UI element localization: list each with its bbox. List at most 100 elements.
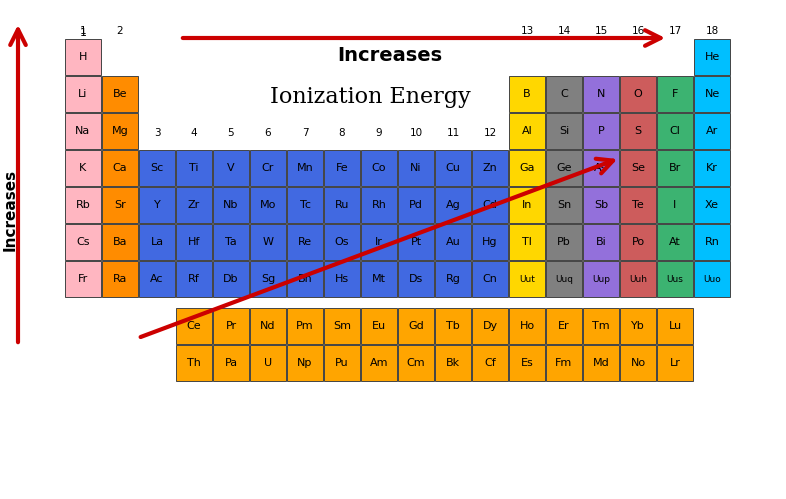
Text: Pm: Pm: [296, 321, 314, 331]
FancyBboxPatch shape: [435, 150, 471, 186]
Text: 3: 3: [154, 128, 160, 138]
Text: B: B: [523, 89, 531, 99]
FancyBboxPatch shape: [361, 308, 397, 344]
Text: Tm: Tm: [592, 321, 610, 331]
Text: 1: 1: [79, 28, 86, 38]
FancyBboxPatch shape: [509, 224, 545, 260]
FancyBboxPatch shape: [694, 224, 730, 260]
FancyBboxPatch shape: [102, 113, 138, 149]
FancyBboxPatch shape: [65, 113, 101, 149]
Text: Hf: Hf: [188, 237, 200, 247]
Text: Ds: Ds: [409, 274, 423, 284]
Text: As: As: [594, 163, 608, 173]
FancyBboxPatch shape: [694, 76, 730, 112]
Text: Br: Br: [669, 163, 681, 173]
FancyBboxPatch shape: [65, 261, 101, 297]
Text: Fm: Fm: [556, 358, 573, 368]
Text: Pa: Pa: [225, 358, 237, 368]
FancyBboxPatch shape: [509, 150, 545, 186]
Text: Os: Os: [335, 237, 349, 247]
Text: Rh: Rh: [372, 200, 387, 210]
Text: Pt: Pt: [410, 237, 421, 247]
FancyBboxPatch shape: [620, 261, 656, 297]
Text: 13: 13: [520, 26, 534, 36]
Text: Uuh: Uuh: [629, 274, 647, 283]
Text: Mg: Mg: [112, 126, 128, 136]
Text: Sm: Sm: [333, 321, 351, 331]
Text: 11: 11: [446, 128, 460, 138]
Text: Cn: Cn: [483, 274, 498, 284]
FancyBboxPatch shape: [509, 308, 545, 344]
Text: 2: 2: [116, 26, 123, 36]
FancyBboxPatch shape: [620, 224, 656, 260]
FancyBboxPatch shape: [250, 224, 286, 260]
FancyBboxPatch shape: [546, 187, 582, 223]
Text: Ir: Ir: [375, 237, 383, 247]
FancyBboxPatch shape: [139, 187, 175, 223]
Text: 17: 17: [668, 26, 681, 36]
FancyBboxPatch shape: [102, 150, 138, 186]
Text: Sn: Sn: [556, 200, 571, 210]
FancyBboxPatch shape: [398, 150, 434, 186]
Text: Te: Te: [632, 200, 644, 210]
FancyBboxPatch shape: [102, 76, 138, 112]
FancyBboxPatch shape: [250, 261, 286, 297]
FancyBboxPatch shape: [472, 187, 508, 223]
Text: La: La: [150, 237, 163, 247]
Text: Li: Li: [79, 89, 88, 99]
Text: O: O: [634, 89, 642, 99]
Text: 4: 4: [191, 128, 197, 138]
FancyBboxPatch shape: [398, 187, 434, 223]
Text: Sb: Sb: [594, 200, 608, 210]
FancyBboxPatch shape: [213, 224, 249, 260]
FancyBboxPatch shape: [509, 261, 545, 297]
Text: Uus: Uus: [667, 274, 684, 283]
Text: Pu: Pu: [335, 358, 349, 368]
FancyBboxPatch shape: [139, 261, 175, 297]
Text: Po: Po: [631, 237, 645, 247]
Text: Increases: Increases: [2, 169, 17, 251]
Text: Mo: Mo: [260, 200, 276, 210]
Text: Tc: Tc: [299, 200, 310, 210]
Text: Fe: Fe: [336, 163, 348, 173]
FancyBboxPatch shape: [213, 261, 249, 297]
FancyBboxPatch shape: [398, 345, 434, 381]
Text: Cs: Cs: [76, 237, 90, 247]
Text: Mn: Mn: [296, 163, 314, 173]
FancyBboxPatch shape: [694, 150, 730, 186]
Text: Ho: Ho: [520, 321, 534, 331]
Text: Np: Np: [297, 358, 313, 368]
FancyBboxPatch shape: [583, 224, 619, 260]
Text: 18: 18: [705, 26, 718, 36]
FancyBboxPatch shape: [213, 308, 249, 344]
FancyBboxPatch shape: [65, 76, 101, 112]
Text: Bi: Bi: [596, 237, 606, 247]
Text: 16: 16: [631, 26, 645, 36]
Text: Es: Es: [520, 358, 534, 368]
FancyBboxPatch shape: [398, 224, 434, 260]
FancyBboxPatch shape: [65, 39, 101, 75]
FancyBboxPatch shape: [361, 187, 397, 223]
FancyBboxPatch shape: [620, 113, 656, 149]
Text: 15: 15: [594, 26, 608, 36]
FancyBboxPatch shape: [250, 187, 286, 223]
Text: Fr: Fr: [78, 274, 88, 284]
FancyBboxPatch shape: [546, 150, 582, 186]
Text: Am: Am: [369, 358, 388, 368]
FancyBboxPatch shape: [472, 261, 508, 297]
FancyBboxPatch shape: [361, 150, 397, 186]
Text: Ac: Ac: [150, 274, 163, 284]
FancyBboxPatch shape: [509, 187, 545, 223]
FancyBboxPatch shape: [213, 187, 249, 223]
Text: Al: Al: [522, 126, 532, 136]
FancyBboxPatch shape: [250, 308, 286, 344]
Text: Nb: Nb: [223, 200, 239, 210]
Text: 10: 10: [410, 128, 423, 138]
Text: Mt: Mt: [372, 274, 386, 284]
Text: Uut: Uut: [519, 274, 535, 283]
FancyBboxPatch shape: [694, 39, 730, 75]
Text: Pd: Pd: [409, 200, 423, 210]
Text: Dy: Dy: [483, 321, 498, 331]
Text: Au: Au: [446, 237, 461, 247]
FancyBboxPatch shape: [546, 261, 582, 297]
